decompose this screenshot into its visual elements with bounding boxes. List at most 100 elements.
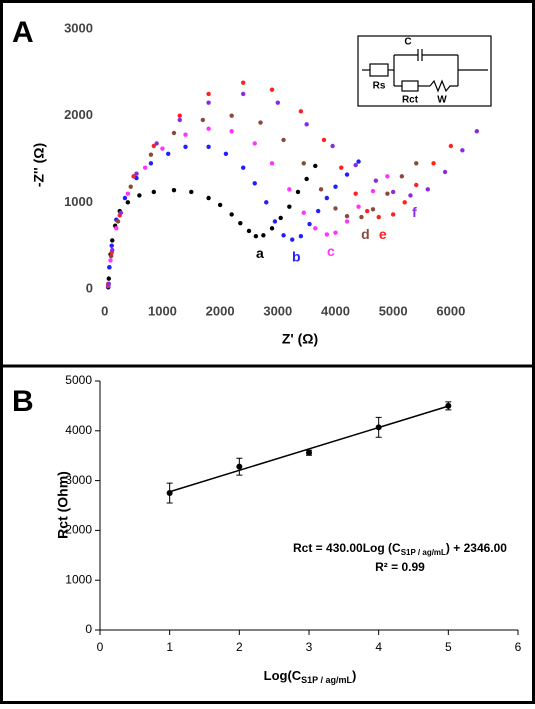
data-point xyxy=(241,80,246,85)
x-tick-label: 1000 xyxy=(148,303,177,318)
data-point xyxy=(359,214,364,220)
series-label: f xyxy=(412,204,417,220)
data-point xyxy=(206,91,211,97)
data-point xyxy=(166,151,171,156)
data-point xyxy=(151,143,156,149)
data-point xyxy=(238,220,243,226)
data-point xyxy=(206,195,211,201)
panel-label: A xyxy=(12,16,34,49)
data-point xyxy=(324,232,330,237)
data-point xyxy=(330,143,335,149)
circuit-inset xyxy=(357,35,492,107)
y-tick-label: 2000 xyxy=(65,523,92,537)
data-point xyxy=(275,100,281,105)
data-point xyxy=(241,165,246,170)
x-tick-label: 6 xyxy=(515,640,522,654)
data-point xyxy=(399,174,405,179)
y-axis-title: -Z'' (Ω) xyxy=(31,143,47,187)
data-point xyxy=(252,141,257,146)
data-point xyxy=(217,202,223,208)
data-point xyxy=(148,161,154,166)
equation-subscript: S1P / ag/mL xyxy=(401,548,446,557)
data-point xyxy=(229,212,234,217)
data-point xyxy=(324,195,330,201)
x-axis-title-subscript: S1P / ag/mL xyxy=(301,675,352,685)
data-point xyxy=(223,151,229,156)
data-point xyxy=(109,243,114,248)
data-point xyxy=(269,87,275,92)
data-point xyxy=(460,148,465,153)
data-point xyxy=(264,200,269,205)
data-point xyxy=(333,230,338,235)
data-point xyxy=(344,219,350,224)
data-point xyxy=(183,144,188,150)
data-point xyxy=(206,100,211,105)
data-point xyxy=(115,219,121,224)
data-point xyxy=(261,233,266,238)
data-point xyxy=(370,188,376,194)
data-point xyxy=(385,174,390,179)
data-point xyxy=(246,228,252,234)
data-point xyxy=(408,193,413,198)
data-point xyxy=(385,191,390,196)
data-point xyxy=(339,165,344,170)
data-point xyxy=(402,200,407,205)
data-point xyxy=(445,402,452,409)
y-tick-label: 5000 xyxy=(65,373,92,387)
data-point xyxy=(298,233,304,239)
r-squared: R² = 0.99 xyxy=(375,560,425,574)
data-point xyxy=(321,137,327,143)
x-tick-label: 2000 xyxy=(206,303,235,318)
data-point xyxy=(373,178,379,183)
data-point xyxy=(315,208,321,214)
data-point xyxy=(304,122,309,127)
x-axis-title: Z' (Ω) xyxy=(282,331,318,347)
data-point xyxy=(287,187,292,192)
data-point xyxy=(414,182,419,188)
equation: Rct = 430.00Log (CS1P / ag/mL) + 2346.00 xyxy=(293,541,507,557)
data-point xyxy=(304,176,309,182)
series-label: d xyxy=(361,226,370,242)
data-point xyxy=(301,210,306,215)
data-point xyxy=(142,165,148,170)
data-point xyxy=(107,265,112,270)
data-point xyxy=(171,130,177,136)
inset-label: C xyxy=(404,37,411,48)
data-point xyxy=(281,137,286,143)
data-point xyxy=(390,189,396,195)
x-tick-label: 6000 xyxy=(436,303,465,318)
data-point xyxy=(448,143,454,149)
data-point xyxy=(189,189,194,195)
data-point xyxy=(206,126,211,131)
data-point xyxy=(278,215,283,221)
data-point xyxy=(110,238,115,243)
data-point xyxy=(269,226,275,231)
data-point xyxy=(229,113,234,118)
data-point xyxy=(272,219,278,224)
data-point xyxy=(307,221,312,227)
y-tick-label: 3000 xyxy=(64,20,93,35)
y-axis-title: Rct (Ohm) xyxy=(55,471,71,539)
equation-part: ) + 2346.00 xyxy=(446,541,507,555)
data-point xyxy=(106,281,112,287)
inset-label: W xyxy=(437,95,447,106)
data-point xyxy=(344,172,350,177)
data-point xyxy=(390,212,396,217)
data-point xyxy=(166,490,173,497)
data-point xyxy=(298,109,304,114)
series-label: e xyxy=(379,226,387,242)
data-point xyxy=(148,152,154,157)
data-point xyxy=(241,91,246,97)
data-point xyxy=(370,207,376,212)
data-point xyxy=(160,146,165,151)
data-point xyxy=(333,206,338,211)
data-point xyxy=(122,195,128,201)
data-point xyxy=(333,184,338,189)
y-tick-label: 0 xyxy=(86,280,93,295)
data-point xyxy=(177,113,182,118)
data-point xyxy=(290,237,295,242)
data-point xyxy=(125,200,131,205)
data-point xyxy=(118,210,124,215)
y-tick-label: 2000 xyxy=(64,107,93,122)
